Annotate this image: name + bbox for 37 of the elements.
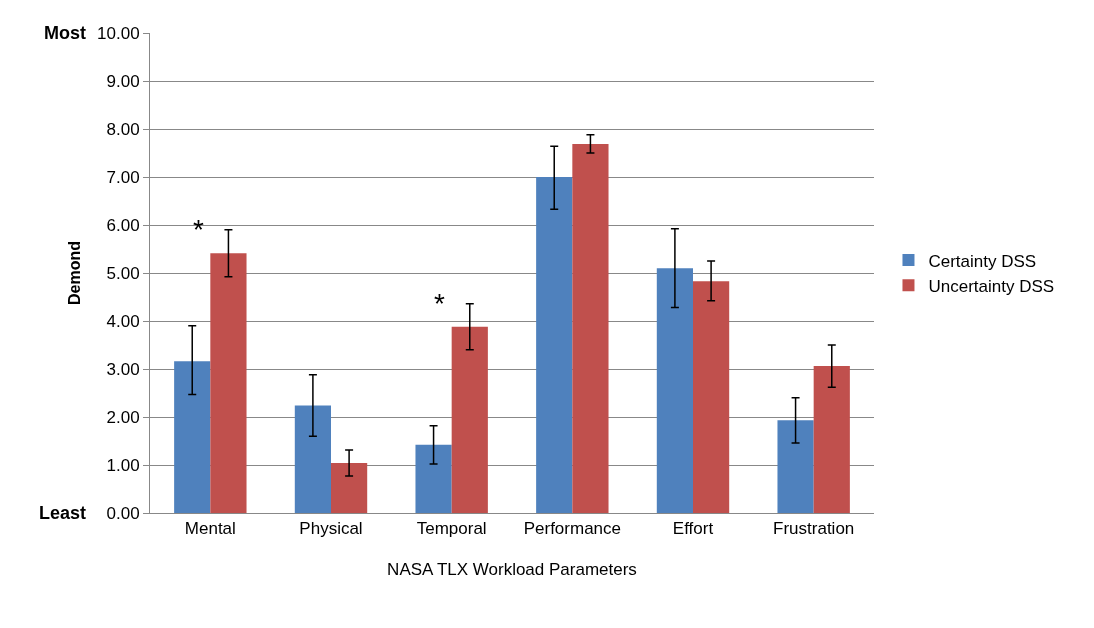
y-axis-title: Demond	[65, 241, 83, 305]
text: Most	[44, 23, 86, 43]
bar	[294, 405, 331, 513]
x-tick-label: Physical	[299, 519, 363, 539]
bar	[536, 177, 573, 513]
bar	[572, 143, 609, 513]
x-tick-label: Frustration	[773, 519, 855, 539]
legend-label: Certainty DSS	[928, 251, 1037, 271]
bar	[331, 463, 368, 513]
y-tick-label: 7.00	[106, 167, 140, 187]
y-tick-label: 9.00	[106, 71, 140, 91]
y-tick-label: 3.00	[106, 359, 140, 379]
x-axis-title: NASA TLX Workload Parameters	[387, 559, 637, 579]
x-tick-label: Performance	[523, 519, 621, 539]
bar	[777, 420, 814, 513]
annotation: *	[193, 214, 204, 245]
y-tick-label: 0.00	[106, 503, 140, 523]
y-tick-label: 5.00	[106, 263, 140, 283]
bar	[451, 326, 488, 513]
y-tick-label: 4.00	[106, 311, 140, 331]
legend-label: Uncertainty DSS	[928, 276, 1055, 296]
annotation: *	[434, 288, 445, 319]
y-tick-label: 1.00	[106, 455, 140, 475]
x-tick-label: Temporal	[416, 519, 487, 539]
y-tick-label: 6.00	[106, 215, 140, 235]
bar	[656, 268, 693, 513]
x-tick-label: Effort	[672, 519, 714, 539]
text: Least	[39, 503, 87, 523]
y-tick-label: 8.00	[106, 119, 140, 139]
y-tick-label: 10.00	[97, 23, 140, 43]
x-tick-label: Mental	[184, 519, 236, 539]
bar	[174, 361, 211, 513]
bar	[210, 253, 247, 513]
y-tick-label: 2.00	[106, 407, 140, 427]
bar	[693, 281, 730, 513]
bar	[415, 444, 452, 513]
bar	[813, 366, 850, 513]
